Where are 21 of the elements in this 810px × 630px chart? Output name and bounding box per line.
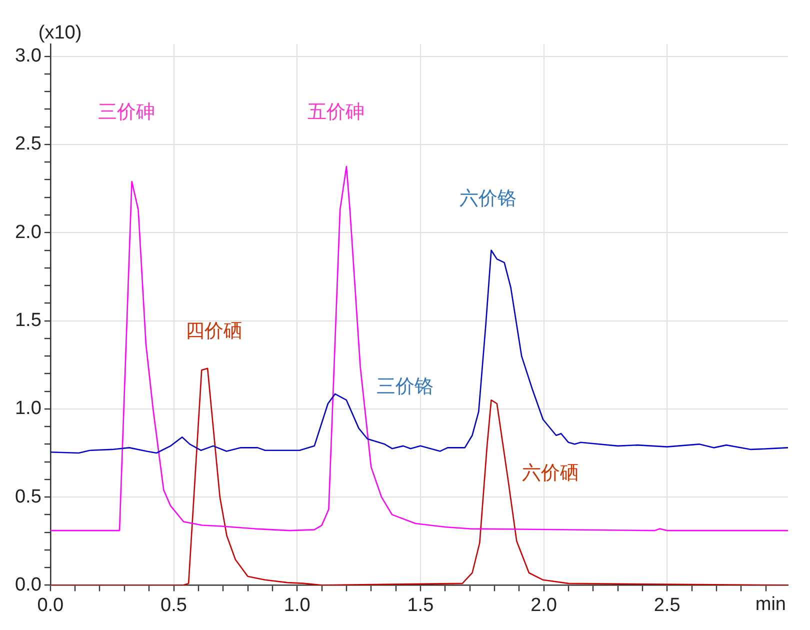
y-tick-label: 2.5 <box>14 134 42 155</box>
x-tick-label: 2.5 <box>654 594 680 616</box>
y-tick-label: 0.0 <box>14 574 42 596</box>
x-tick-label: 0.5 <box>160 594 187 616</box>
x-axis-title: min <box>755 594 786 615</box>
annotation: 六价铬 <box>459 188 516 210</box>
annotation: 四价硒 <box>186 321 243 342</box>
annotation: 三价砷 <box>98 102 155 123</box>
x-tick-label: 0.0 <box>37 594 64 616</box>
y-tick-label: 1.5 <box>14 310 42 332</box>
y-tick-label: 1.0 <box>14 398 42 420</box>
annotation: 六价硒 <box>522 462 579 484</box>
annotation: 五价砷 <box>307 102 364 123</box>
y-axis-title: (x10) <box>38 22 82 44</box>
x-tick-label: 1.0 <box>284 594 310 616</box>
y-tick-label: 2.0 <box>14 222 42 243</box>
y-tick-label: 3.0 <box>14 46 42 67</box>
y-tick-label: 0.5 <box>14 486 42 508</box>
annotation: 三价铬 <box>376 376 434 398</box>
x-tick-label: 2.0 <box>530 594 557 616</box>
x-tick-label: 1.5 <box>407 594 434 616</box>
